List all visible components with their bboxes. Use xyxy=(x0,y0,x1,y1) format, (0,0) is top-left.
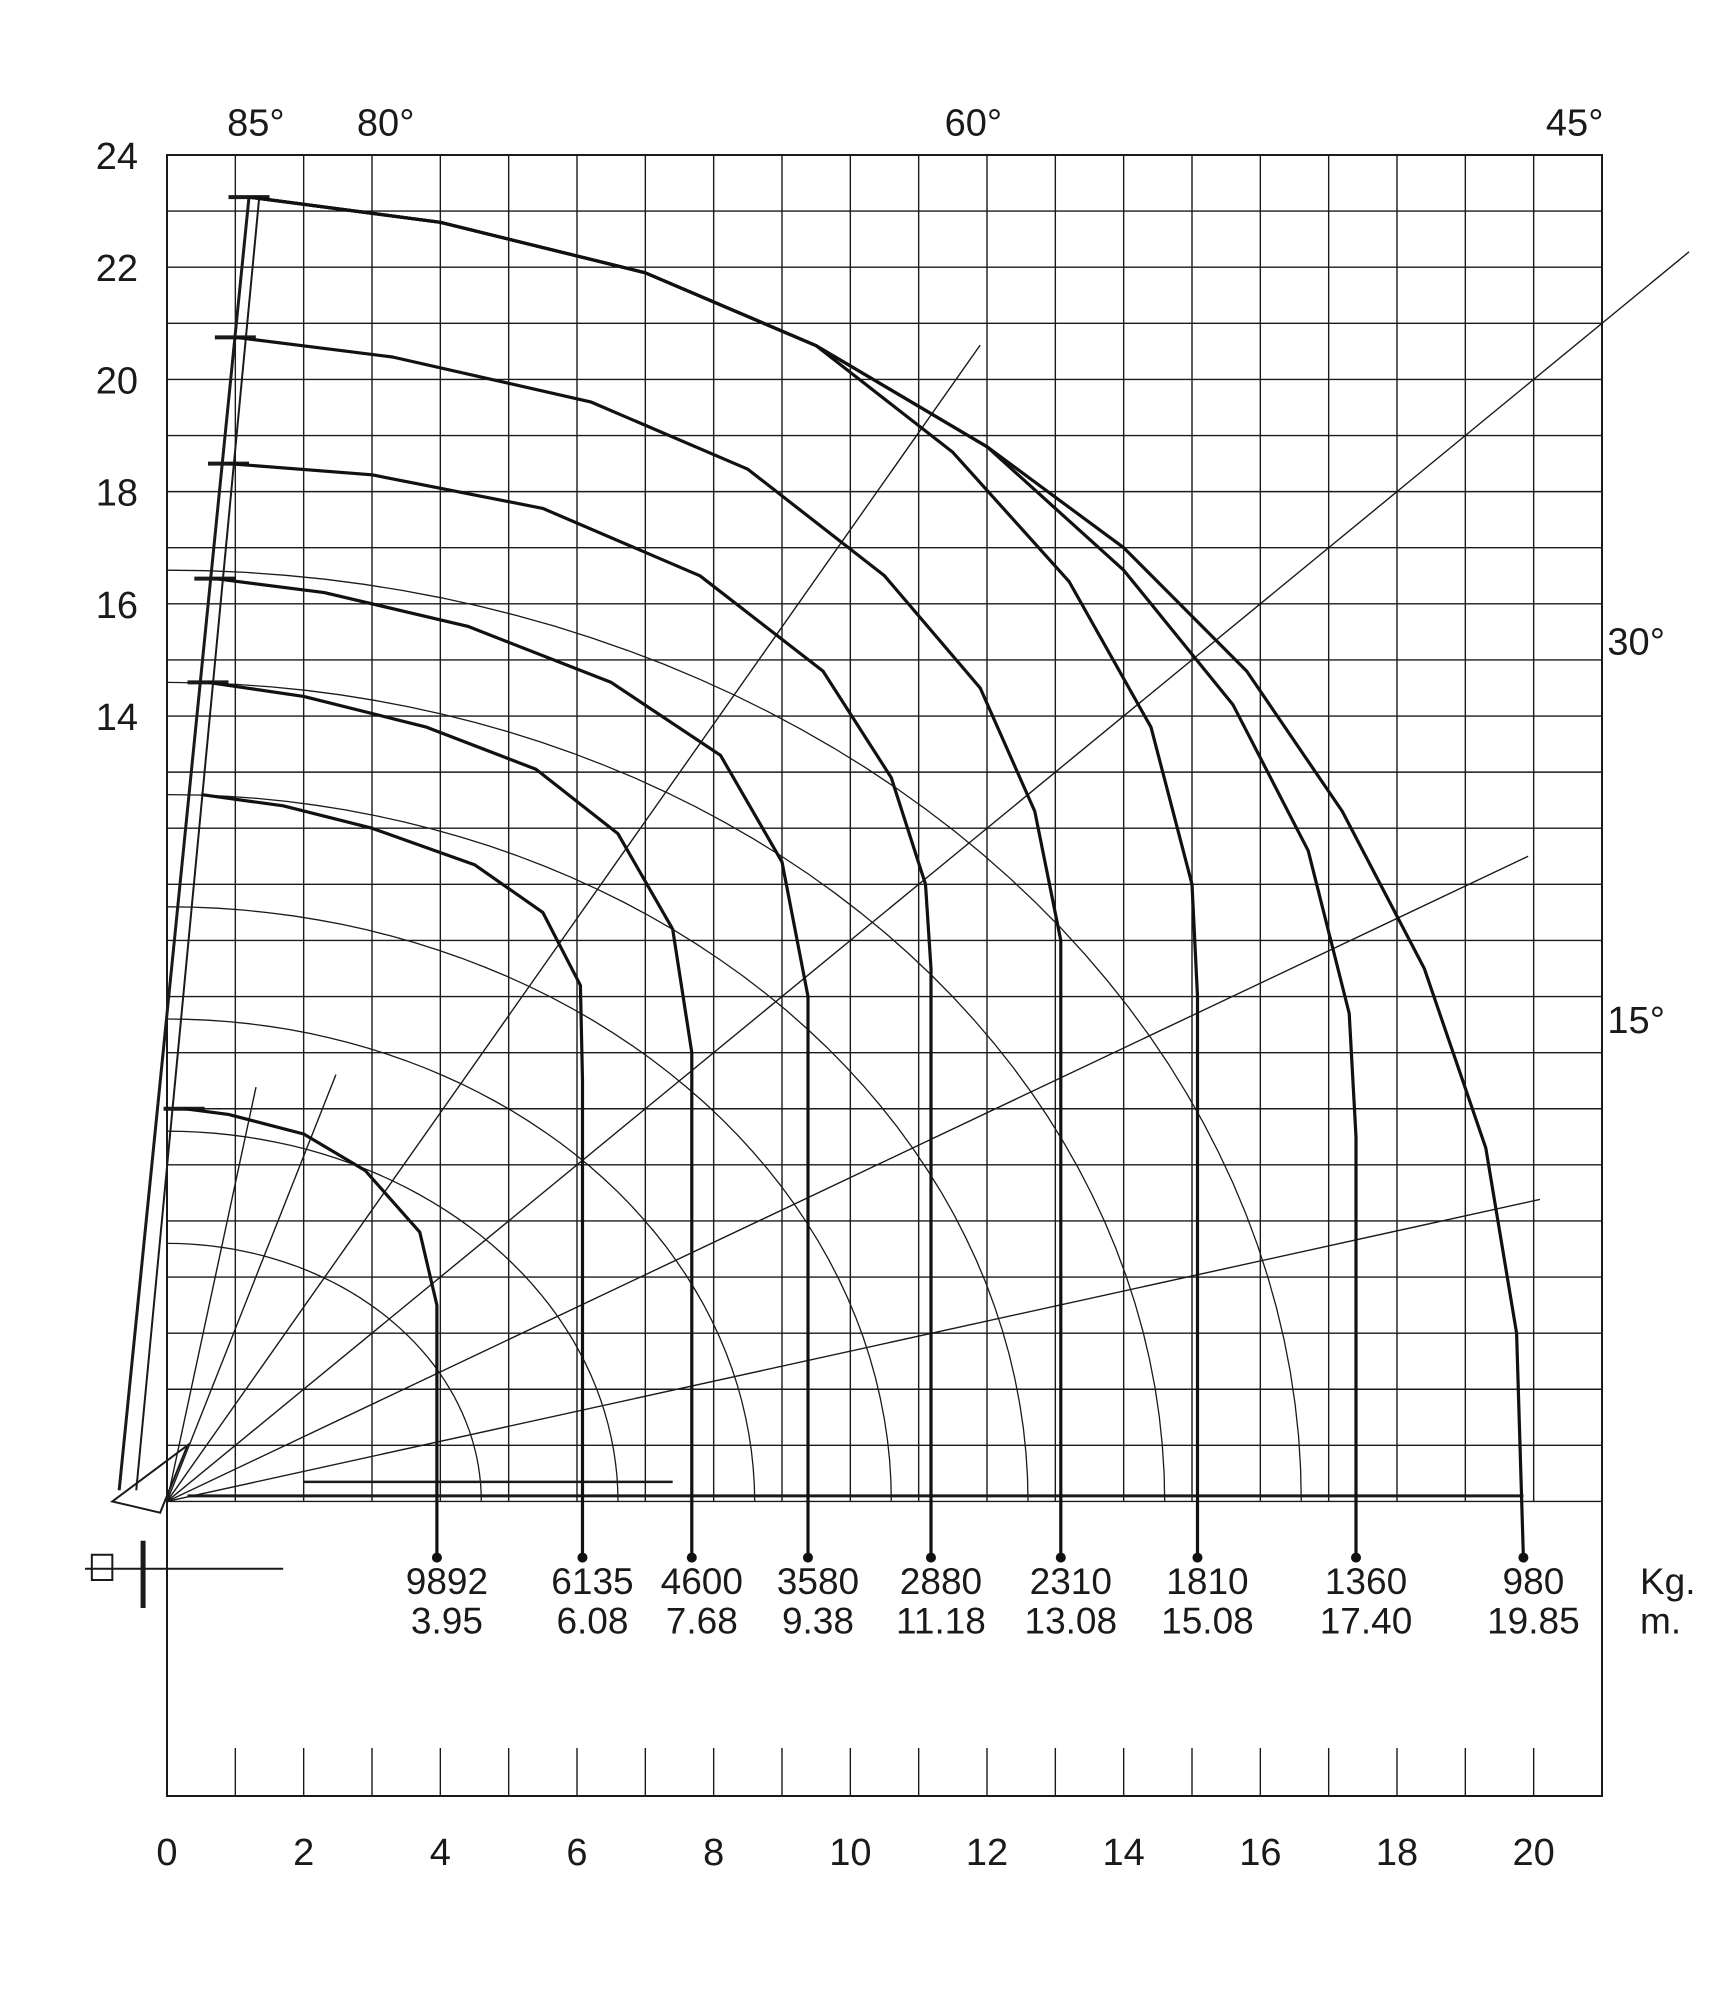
unit-label-load: Kg. xyxy=(1640,1561,1696,1602)
reach-label: 6.08 xyxy=(556,1600,628,1641)
reach-label: 7.68 xyxy=(666,1600,738,1641)
load-label: 1810 xyxy=(1166,1561,1248,1602)
angle-label: 60° xyxy=(945,102,1002,144)
reach-label: 3.95 xyxy=(411,1600,483,1641)
angle-line xyxy=(166,1086,257,1502)
y-tick-label: 24 xyxy=(96,136,138,178)
reach-label: 11.18 xyxy=(896,1600,986,1641)
x-tick-label: 2 xyxy=(293,1832,314,1874)
load-label: 980 xyxy=(1503,1561,1565,1602)
load-curve-9892 xyxy=(183,1107,439,1558)
load-label: 2310 xyxy=(1030,1561,1112,1602)
x-tick-label: 0 xyxy=(156,1832,177,1874)
angle-label: 45° xyxy=(1546,102,1603,144)
load-curve-end-4600 xyxy=(686,1552,697,1563)
load-curve-end-1810 xyxy=(1192,1552,1203,1563)
boom-angle-lines xyxy=(166,251,1690,1503)
x-tick-label: 20 xyxy=(1513,1832,1555,1874)
load-label: 9892 xyxy=(406,1561,488,1602)
x-tick-label: 6 xyxy=(566,1832,587,1874)
x-tick-label: 4 xyxy=(430,1832,451,1874)
boom-outer xyxy=(117,196,251,1491)
load-label: 6135 xyxy=(551,1561,633,1602)
load-curve-end-2310 xyxy=(1055,1552,1066,1563)
mount-block xyxy=(90,1553,114,1582)
crane-drawing xyxy=(85,195,1524,1609)
angle-label: 85° xyxy=(227,102,284,144)
angle-label: 15° xyxy=(1607,1000,1664,1042)
unit-label-reach: m. xyxy=(1640,1600,1681,1641)
boom-inner xyxy=(135,196,261,1491)
x-tick-label: 10 xyxy=(829,1832,871,1874)
load-curve-end-980 xyxy=(1518,1552,1529,1563)
y-tick-label: 20 xyxy=(96,360,138,402)
y-tick-label: 18 xyxy=(96,473,138,515)
angle-label: 80° xyxy=(357,102,414,144)
x-tick-label: 14 xyxy=(1103,1832,1145,1874)
plot-frame xyxy=(166,154,1603,1797)
load-label: 3580 xyxy=(777,1561,859,1602)
y-tick-label: 14 xyxy=(96,697,138,739)
angle-line xyxy=(166,251,1690,1503)
grid xyxy=(166,154,1603,1797)
reach-label: 15.08 xyxy=(1161,1600,1254,1641)
y-tick-label: 22 xyxy=(96,248,138,290)
load-curve-end-3580 xyxy=(802,1552,813,1563)
angle-line xyxy=(166,1074,337,1502)
load-curve-4600 xyxy=(207,680,694,1558)
x-tick-label: 12 xyxy=(966,1832,1008,1874)
load-curve-end-1360 xyxy=(1351,1552,1361,1563)
load-curve-6135 xyxy=(200,793,585,1558)
load-label: 4600 xyxy=(661,1561,743,1602)
angle-line xyxy=(166,855,1529,1503)
load-curve-end-9892 xyxy=(431,1552,442,1563)
y-tick-label: 16 xyxy=(96,585,138,627)
x-tick-label: 8 xyxy=(703,1832,724,1874)
reach-label: 17.40 xyxy=(1320,1600,1413,1641)
reach-label: 9.38 xyxy=(782,1600,854,1641)
x-tick-label: 18 xyxy=(1376,1832,1418,1874)
load-curve-end-6135 xyxy=(577,1552,588,1563)
reach-label: 19.85 xyxy=(1487,1600,1580,1641)
load-curve-2880 xyxy=(228,462,933,1558)
load-curves xyxy=(183,195,1529,1563)
angle-label: 30° xyxy=(1607,621,1664,663)
x-tick-label: 16 xyxy=(1239,1832,1281,1874)
load-curve-end-2880 xyxy=(925,1552,936,1563)
angle-line xyxy=(166,1198,1541,1503)
load-curve-3580 xyxy=(214,577,810,1558)
load-curve-980 xyxy=(248,195,1525,1558)
angle-line xyxy=(166,344,981,1502)
load-label: 2880 xyxy=(900,1561,982,1602)
crane-base xyxy=(110,1442,190,1514)
load-label: 1360 xyxy=(1325,1561,1407,1602)
load-curve-2310 xyxy=(235,335,1063,1558)
reach-label: 13.08 xyxy=(1025,1600,1118,1641)
